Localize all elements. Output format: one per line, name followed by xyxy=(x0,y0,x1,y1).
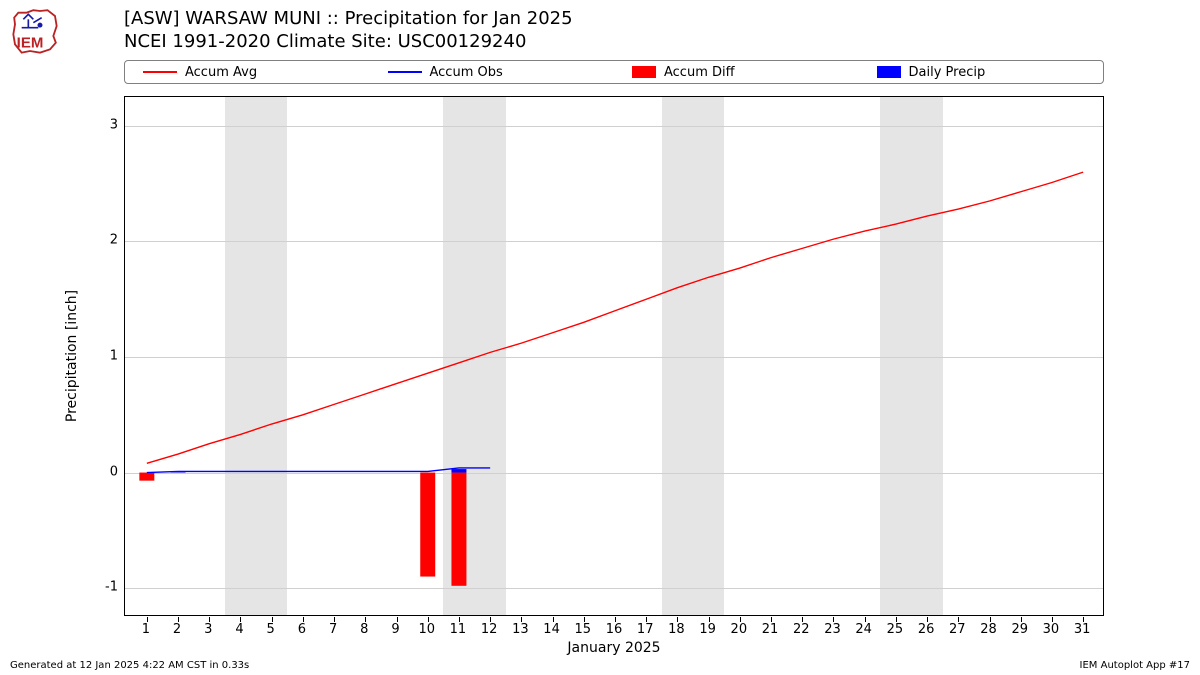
legend-swatch xyxy=(632,66,656,78)
generated-timestamp: Generated at 12 Jan 2025 4:22 AM CST in … xyxy=(10,660,249,671)
x-tick-label: 16 xyxy=(606,622,623,637)
legend-swatch xyxy=(877,66,901,78)
x-tick-label: 4 xyxy=(235,622,243,637)
x-tick-label: 5 xyxy=(267,622,275,637)
legend-swatch xyxy=(143,71,177,73)
x-tick-label: 9 xyxy=(391,622,399,637)
x-tick-label: 21 xyxy=(762,622,779,637)
x-tick-label: 13 xyxy=(512,622,529,637)
x-tick-label: 24 xyxy=(855,622,872,637)
x-tick-label: 27 xyxy=(949,622,966,637)
legend-label: Accum Obs xyxy=(430,65,503,80)
x-tick-label: 8 xyxy=(360,622,368,637)
accum-diff-bar xyxy=(451,473,466,586)
y-tick-label: -1 xyxy=(105,580,118,595)
y-tick-label: 2 xyxy=(110,233,118,248)
legend-label: Daily Precip xyxy=(909,65,986,80)
accum-avg-line xyxy=(147,172,1083,463)
x-tick-label: 2 xyxy=(173,622,181,637)
legend-label: Accum Diff xyxy=(664,65,735,80)
iem-logo: IEM xyxy=(10,6,60,56)
y-tick-label: 3 xyxy=(110,117,118,132)
legend-label: Accum Avg xyxy=(185,65,257,80)
chart-plot-area xyxy=(124,96,1104,616)
y-tick-label: 1 xyxy=(110,349,118,364)
daily-precip-bar xyxy=(451,469,466,472)
x-axis-label: January 2025 xyxy=(567,640,660,656)
accum-obs-line xyxy=(147,468,490,473)
y-tick-label: 0 xyxy=(110,464,118,479)
title-line-1: [ASW] WARSAW MUNI :: Precipitation for J… xyxy=(124,8,573,31)
accum-diff-bar xyxy=(420,473,435,577)
x-tick-label: 7 xyxy=(329,622,337,637)
x-tick-label: 28 xyxy=(980,622,997,637)
app-credit: IEM Autoplot App #17 xyxy=(1080,660,1190,671)
x-tick-label: 3 xyxy=(204,622,212,637)
x-tick-label: 10 xyxy=(418,622,435,637)
x-tick-label: 18 xyxy=(668,622,685,637)
legend-item: Accum Diff xyxy=(614,65,859,80)
legend-item: Accum Avg xyxy=(125,65,370,80)
x-tick-label: 31 xyxy=(1074,622,1091,637)
y-axis-label: Precipitation [inch] xyxy=(64,290,80,422)
x-tick-label: 6 xyxy=(298,622,306,637)
x-tick-label: 29 xyxy=(1011,622,1028,637)
legend-swatch xyxy=(388,71,422,73)
x-tick-label: 22 xyxy=(793,622,810,637)
legend: Accum Avg Accum Obs Accum Diff Daily Precip xyxy=(124,60,1104,84)
accum-diff-bar xyxy=(139,473,154,481)
svg-text:IEM: IEM xyxy=(17,35,44,52)
x-tick-label: 19 xyxy=(699,622,716,637)
x-tick-label: 12 xyxy=(481,622,498,637)
x-tick-label: 26 xyxy=(918,622,935,637)
x-tick-label: 25 xyxy=(887,622,904,637)
x-tick-label: 11 xyxy=(450,622,467,637)
x-tick-label: 1 xyxy=(142,622,150,637)
legend-item: Accum Obs xyxy=(370,65,615,80)
x-tick-label: 23 xyxy=(824,622,841,637)
chart-title: [ASW] WARSAW MUNI :: Precipitation for J… xyxy=(124,8,573,53)
x-tick-label: 30 xyxy=(1043,622,1060,637)
x-tick-label: 14 xyxy=(543,622,560,637)
x-tick-label: 15 xyxy=(575,622,592,637)
title-line-2: NCEI 1991-2020 Climate Site: USC00129240 xyxy=(124,31,573,54)
x-tick-label: 20 xyxy=(731,622,748,637)
legend-item: Daily Precip xyxy=(859,65,1104,80)
x-tick-label: 17 xyxy=(637,622,654,637)
